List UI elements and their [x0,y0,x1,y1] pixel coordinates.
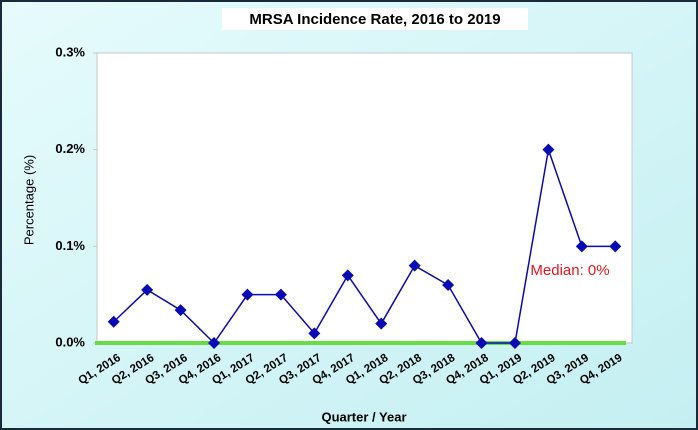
median-annotation: Median: 0% [530,262,609,279]
marker [308,327,321,340]
y-tick-label: 0.1% [55,238,85,253]
marker [208,337,221,349]
marker [475,337,488,349]
marker [542,143,555,156]
marker [508,337,521,349]
marker [241,288,254,301]
marker [609,240,622,253]
y-axis-label: Percentage (%) [21,155,36,245]
title-box [222,8,528,30]
line [113,149,616,345]
marker [274,288,287,301]
marker [575,240,588,253]
plot-area [96,52,633,344]
marker [341,269,354,282]
marker [375,317,388,330]
marker [141,283,154,296]
marker [408,259,421,272]
marker [442,279,455,291]
y-tick-label: 0.0% [55,334,85,349]
chart-title: MRSA Incidence Rate, 2016 to 2019 [249,11,500,28]
y-tick-label: 0.3% [55,44,85,59]
marker [174,304,187,317]
x-axis-label: Quarter / Year [321,409,406,424]
y-tick-label: 0.2% [55,141,85,156]
marker [107,315,120,328]
